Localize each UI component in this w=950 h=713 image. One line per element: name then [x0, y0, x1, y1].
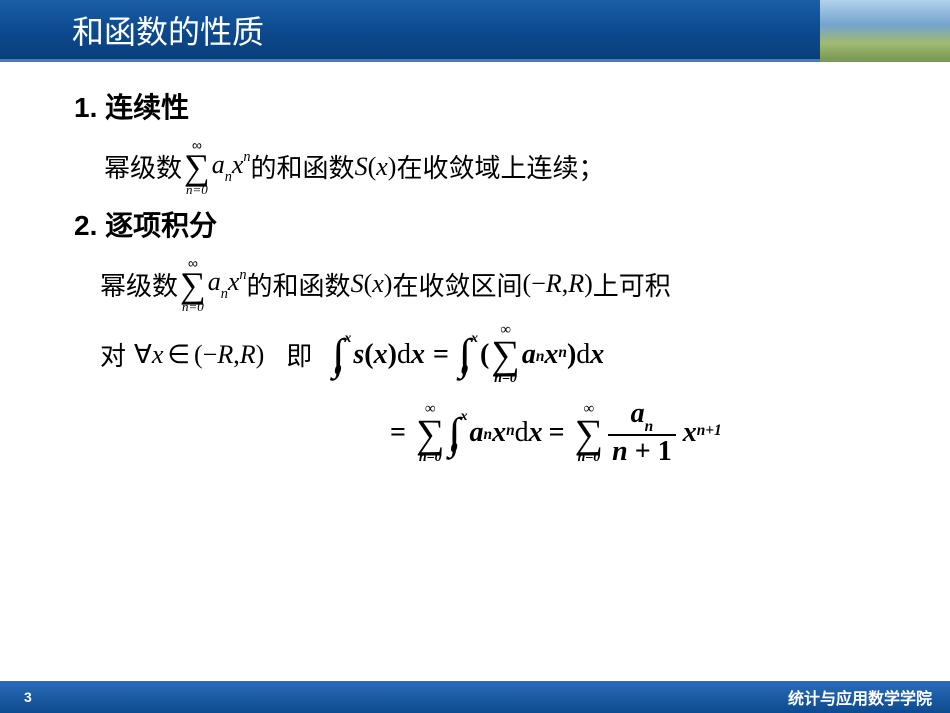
- term-an-xn: anxn: [212, 150, 251, 184]
- page-number: 3: [24, 689, 32, 705]
- summation-symbol: ∞ ∑ n=0: [180, 256, 206, 314]
- section2-title: 2. 逐项积分: [74, 204, 890, 244]
- integral-s-dx: ∫ x0 s(x)dx: [330, 332, 425, 378]
- text-interval-pre: 在收敛区间: [392, 266, 522, 303]
- text-tail: 在收敛域上连续；: [396, 148, 604, 185]
- summation-symbol: ∞ ∑ n=0: [491, 323, 520, 386]
- ji-label: 即: [286, 336, 312, 373]
- header-decorative-image: [820, 0, 950, 62]
- slide-title: 和函数的性质: [72, 7, 264, 53]
- integral-sign: ∫ x0: [448, 410, 467, 456]
- slide-header: 和函数的性质: [0, 0, 950, 62]
- slide-footer: 3 统计与应用数学学院: [0, 681, 950, 713]
- summation-symbol: ∞ ∑ n=0: [575, 402, 604, 465]
- text-tail: 上可积: [593, 266, 671, 303]
- equals-sign: =: [549, 417, 565, 449]
- text-prefix: 幂级数: [104, 148, 182, 185]
- summation-symbol: ∞ ∑ n=0: [416, 402, 445, 465]
- equals-sign: =: [433, 339, 449, 371]
- text-prefix: 幂级数: [100, 266, 178, 303]
- text-mid: 的和函数: [251, 148, 355, 185]
- sum-integral-term: ∞ ∑ n=0 ∫ x0 anxndx: [414, 402, 543, 465]
- s-of-x: S(x): [355, 152, 397, 182]
- integral-sum-dx: ∫ x0 ( ∞ ∑ n=0 anxn )dx: [457, 323, 604, 386]
- equation-line-2: = ∞ ∑ n=0 ∫ x0 anxndx = ∞ ∑ n=0: [390, 400, 890, 466]
- interval: (−R,R): [522, 269, 592, 299]
- sum-fraction-term: ∞ ∑ n=0 an n + 1 xn+1: [573, 400, 722, 466]
- section1-statement: 幂级数 ∞ ∑ n=0 anxn 的和函数 S(x) 在收敛域上连续；: [104, 138, 890, 196]
- section1-title: 1. 连续性: [74, 86, 890, 126]
- dui-label: 对: [100, 336, 126, 373]
- footer-org: 统计与应用数学学院: [788, 685, 932, 709]
- equation-line-1: 对 ∀x∈(−R,R) 即 ∫ x0 s(x)dx = ∫ x0 ( ∞: [100, 323, 890, 386]
- forall-x-in-range: ∀x∈(−R,R): [134, 340, 264, 370]
- s-of-x: S(x): [351, 269, 393, 299]
- text-mid: 的和函数: [247, 266, 351, 303]
- fraction: an n + 1: [608, 400, 676, 466]
- equals-sign: =: [390, 417, 406, 449]
- slide-content: 1. 连续性 幂级数 ∞ ∑ n=0 anxn 的和函数 S(x) 在收敛域上连…: [0, 62, 950, 466]
- integral-sign: ∫ x0: [459, 332, 478, 378]
- term-an-xn: anxn: [208, 267, 247, 301]
- integral-sign: ∫ x0: [332, 332, 351, 378]
- summation-symbol: ∞ ∑ n=0: [184, 138, 210, 196]
- section2-statement: 幂级数 ∞ ∑ n=0 anxn 的和函数 S(x) 在收敛区间 (−R,R) …: [100, 256, 890, 314]
